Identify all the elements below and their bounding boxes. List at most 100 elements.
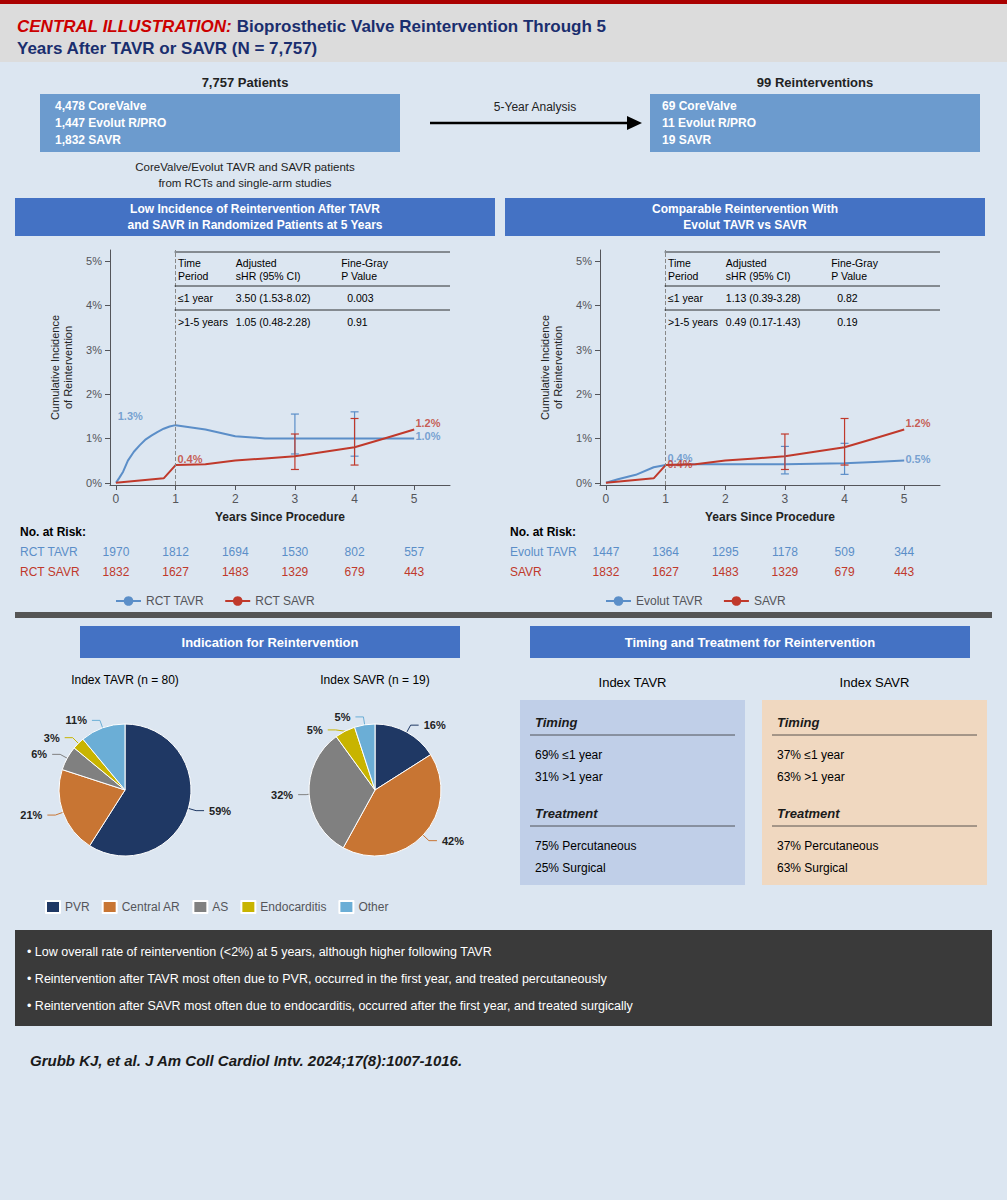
svg-text:1329: 1329 (282, 565, 309, 579)
svg-text:of Reintervention: of Reintervention (62, 326, 74, 409)
svg-text:679: 679 (345, 565, 365, 579)
svg-text:3%: 3% (576, 344, 592, 356)
svg-text:0%: 0% (86, 477, 102, 489)
svg-text:Bioprosthetic Valve Reinterven: Bioprosthetic Valve Reintervention Throu… (237, 17, 606, 36)
svg-text:RCT SAVR: RCT SAVR (255, 594, 315, 608)
svg-text:Treatment: Treatment (777, 806, 840, 821)
svg-text:32%: 32% (271, 789, 293, 801)
svg-text:RCT SAVR: RCT SAVR (20, 565, 80, 579)
svg-text:4: 4 (841, 492, 848, 506)
svg-text:Index SAVR: Index SAVR (840, 675, 910, 690)
svg-text:1627: 1627 (652, 565, 679, 579)
svg-text:P Value: P Value (831, 270, 867, 282)
svg-text:Adjusted: Adjusted (236, 257, 277, 269)
svg-text:1295: 1295 (712, 545, 739, 559)
svg-text:Cumulative Incidence: Cumulative Incidence (539, 315, 551, 420)
svg-text:CoreValve/Evolut TAVR and SAVR: CoreValve/Evolut TAVR and SAVR patients (135, 161, 355, 173)
svg-text:16%: 16% (424, 719, 446, 731)
svg-text:1530: 1530 (282, 545, 309, 559)
svg-text:1364: 1364 (652, 545, 679, 559)
svg-text:No. at Risk:: No. at Risk: (20, 525, 86, 539)
svg-text:AS: AS (212, 900, 228, 914)
svg-text:1.05 (0.48-2.28): 1.05 (0.48-2.28) (236, 316, 311, 328)
svg-text:and SAVR in Randomized Patient: and SAVR in Randomized Patients at 5 Yea… (128, 218, 383, 232)
svg-text:• Reintervention after TAVR mo: • Reintervention after TAVR most often d… (27, 972, 607, 986)
svg-text:11%: 11% (66, 714, 88, 726)
svg-text:Comparable Reintervention With: Comparable Reintervention With (652, 202, 838, 216)
svg-text:≤1 year: ≤1 year (178, 292, 213, 304)
svg-text:679: 679 (835, 565, 855, 579)
svg-text:Fine-Gray: Fine-Gray (341, 257, 388, 269)
svg-text:PVR: PVR (65, 900, 90, 914)
svg-text:Index TAVR (n = 80): Index TAVR (n = 80) (71, 673, 179, 687)
svg-text:99 Reinterventions: 99 Reinterventions (757, 75, 873, 90)
svg-text:0.49 (0.17-1.43): 0.49 (0.17-1.43) (726, 316, 801, 328)
svg-text:Index SAVR (n = 19): Index SAVR (n = 19) (320, 673, 430, 687)
svg-text:37% Percutaneous: 37% Percutaneous (777, 839, 878, 853)
svg-text:>1-5 years: >1-5 years (178, 316, 228, 328)
svg-text:31% >1 year: 31% >1 year (535, 770, 603, 784)
svg-text:11 Evolut R/PRO: 11 Evolut R/PRO (662, 116, 756, 130)
svg-text:Years After TAVR or SAVR (N =: Years After TAVR or SAVR (N = 7,757) (17, 39, 317, 58)
svg-text:0.4%: 0.4% (177, 453, 202, 465)
svg-text:Years Since Procedure: Years Since Procedure (215, 510, 345, 524)
svg-text:5: 5 (411, 492, 418, 506)
svg-text:Grubb KJ, et al. J Am Coll Car: Grubb KJ, et al. J Am Coll Cardiol Intv.… (30, 1052, 462, 1069)
svg-text:1483: 1483 (222, 565, 249, 579)
svg-text:4%: 4% (86, 299, 102, 311)
svg-text:1.3%: 1.3% (118, 410, 143, 422)
svg-text:63% Surgical: 63% Surgical (777, 861, 848, 875)
svg-text:CENTRAL ILLUSTRATION:: CENTRAL ILLUSTRATION: (17, 17, 236, 36)
svg-text:1627: 1627 (162, 565, 189, 579)
svg-text:0%: 0% (576, 477, 592, 489)
svg-text:21%: 21% (20, 809, 42, 821)
svg-text:1812: 1812 (162, 545, 189, 559)
svg-text:4: 4 (351, 492, 358, 506)
svg-text:5%: 5% (307, 724, 323, 736)
svg-text:1.0%: 1.0% (415, 430, 440, 442)
svg-text:Timing: Timing (777, 715, 819, 730)
svg-text:0.82: 0.82 (837, 292, 858, 304)
svg-text:6%: 6% (31, 748, 47, 760)
svg-text:3.50 (1.53-8.02): 3.50 (1.53-8.02) (236, 292, 311, 304)
svg-text:1694: 1694 (222, 545, 249, 559)
svg-text:from RCTs and single-arm studi: from RCTs and single-arm studies (158, 177, 331, 189)
svg-text:19 SAVR: 19 SAVR (662, 133, 711, 147)
svg-text:≤1 year: ≤1 year (668, 292, 703, 304)
svg-text:443: 443 (894, 565, 914, 579)
svg-text:Timing: Timing (535, 715, 577, 730)
svg-text:3%: 3% (44, 732, 60, 744)
svg-text:557: 557 (404, 545, 424, 559)
svg-text:443: 443 (404, 565, 424, 579)
svg-text:Treatment: Treatment (535, 806, 598, 821)
svg-text:1,447 Evolut R/PRO: 1,447 Evolut R/PRO (55, 116, 166, 130)
svg-text:Index TAVR: Index TAVR (599, 675, 667, 690)
svg-text:Indication for Reintervention: Indication for Reintervention (182, 635, 359, 650)
svg-text:344: 344 (894, 545, 914, 559)
svg-text:1,832 SAVR: 1,832 SAVR (55, 133, 121, 147)
svg-text:0.91: 0.91 (347, 316, 368, 328)
svg-text:>1-5 years: >1-5 years (668, 316, 718, 328)
svg-text:1970: 1970 (103, 545, 130, 559)
svg-text:69% ≤1 year: 69% ≤1 year (535, 748, 602, 762)
svg-text:0.19: 0.19 (837, 316, 858, 328)
svg-text:1: 1 (662, 492, 669, 506)
svg-text:1329: 1329 (772, 565, 799, 579)
svg-text:1447: 1447 (593, 545, 620, 559)
svg-text:509: 509 (835, 545, 855, 559)
svg-text:2: 2 (722, 492, 729, 506)
svg-text:2%: 2% (576, 388, 592, 400)
svg-text:5: 5 (901, 492, 908, 506)
svg-text:0.4%: 0.4% (667, 458, 692, 470)
svg-text:RCT TAVR: RCT TAVR (20, 545, 78, 559)
svg-text:• Reintervention after SAVR mo: • Reintervention after SAVR most often d… (27, 999, 634, 1013)
svg-text:Evolut TAVR: Evolut TAVR (510, 545, 577, 559)
svg-text:0: 0 (603, 492, 610, 506)
svg-text:4%: 4% (576, 299, 592, 311)
svg-text:sHR (95% CI): sHR (95% CI) (236, 270, 301, 282)
svg-text:P Value: P Value (341, 270, 377, 282)
svg-text:Years Since Procedure: Years Since Procedure (705, 510, 835, 524)
svg-text:2: 2 (232, 492, 239, 506)
svg-text:Fine-Gray: Fine-Gray (831, 257, 878, 269)
svg-text:1%: 1% (576, 432, 592, 444)
